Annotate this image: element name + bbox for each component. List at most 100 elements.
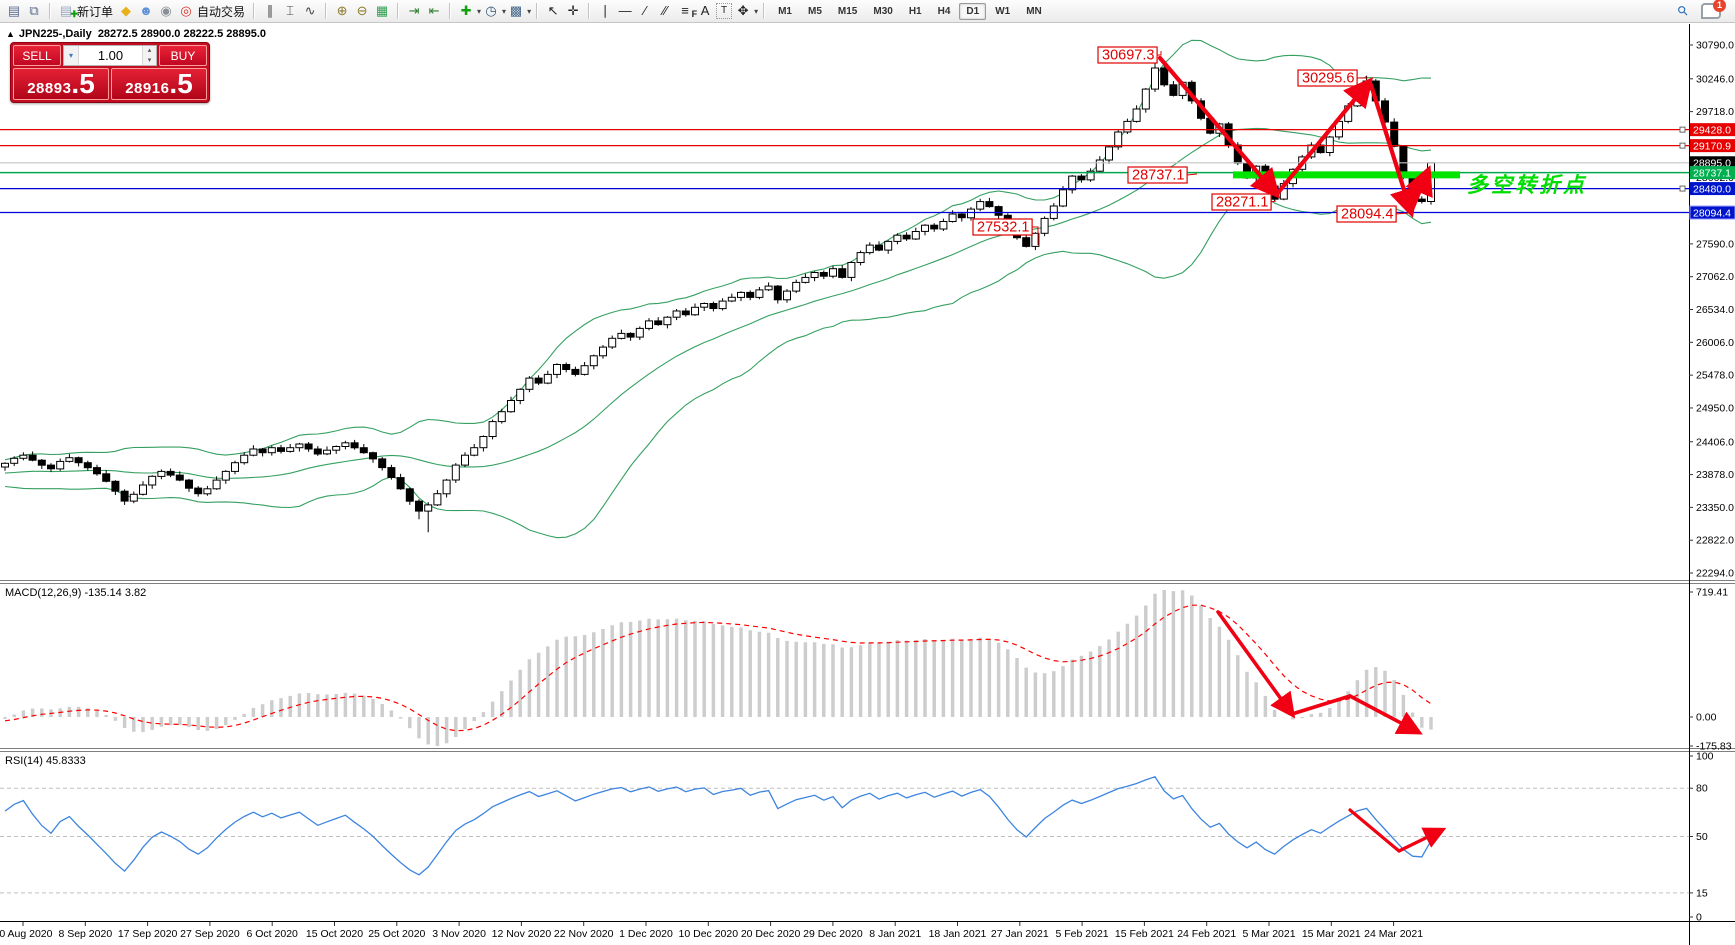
- expert-advisor-icon[interactable]: ☻: [139, 3, 153, 18]
- new-order-icon[interactable]: ▤ ✚: [57, 2, 78, 20]
- candle-bearish: [626, 332, 635, 338]
- search-icon[interactable]: ⚲: [1673, 1, 1692, 20]
- volume-input[interactable]: 1.00: [97, 48, 124, 63]
- tile-windows-icon[interactable]: ▦: [375, 3, 389, 18]
- candle-bullish: [810, 272, 819, 278]
- candle-bullish: [1095, 159, 1104, 172]
- collapse-icon[interactable]: ▲: [6, 29, 15, 39]
- candle-bullish: [911, 231, 920, 240]
- text-label-icon[interactable]: T: [716, 3, 733, 19]
- auto-trading-icon[interactable]: ◎: [180, 3, 192, 18]
- line-handle[interactable]: [1679, 126, 1686, 133]
- horizontal-line-icon[interactable]: —: [618, 3, 632, 18]
- vertical-line-icon[interactable]: ∣: [601, 3, 609, 18]
- zoom-out-icon[interactable]: ⊖: [356, 3, 368, 18]
- bar-chart-icon[interactable]: ∥: [266, 3, 274, 18]
- rsi-trend-arrow[interactable]: [1397, 827, 1447, 853]
- candle-bullish: [470, 447, 479, 456]
- auto-trading-label[interactable]: 自动交易: [197, 4, 246, 19]
- chart-shift-icon[interactable]: ⇤: [428, 3, 440, 18]
- price-trend-arrow[interactable]: [1368, 82, 1419, 219]
- arrows-icon[interactable]: ✥: [737, 3, 749, 18]
- candle-bullish: [543, 373, 552, 384]
- arrows-icon-caret[interactable]: ▾: [754, 6, 759, 16]
- text-icon[interactable]: A: [700, 3, 710, 18]
- timeframe-D1[interactable]: D1: [959, 2, 987, 20]
- line-handle[interactable]: [1679, 142, 1686, 149]
- notification-badge: 1: [1713, 0, 1726, 12]
- zoom-in-icon[interactable]: ⊕: [336, 3, 348, 18]
- trendline-icon[interactable]: ∕: [643, 3, 647, 18]
- indicators-icon-caret[interactable]: ▾: [477, 6, 482, 16]
- candle-bullish: [635, 327, 644, 338]
- price-tick-label: 25478.0: [1696, 370, 1734, 382]
- periods-icon-caret[interactable]: ▾: [502, 6, 507, 16]
- sell-button[interactable]: SELL: [13, 45, 61, 66]
- candle-bullish: [700, 303, 709, 308]
- candle-bullish: [783, 290, 791, 301]
- price-marker-29170.9: [1690, 139, 1735, 153]
- crosshair-icon[interactable]: ✛: [567, 3, 579, 18]
- price-marker-label: 28480.0: [1693, 183, 1731, 195]
- time-tick-label: 24 Feb 2021: [1177, 928, 1236, 940]
- buy-button[interactable]: BUY: [159, 45, 207, 66]
- candle-bullish: [1068, 175, 1077, 191]
- chart-list-icon[interactable]: ▤: [7, 3, 21, 18]
- annotation-callout: [1186, 173, 1198, 176]
- annotation-callout: [1157, 51, 1162, 56]
- candle-bearish: [359, 447, 368, 454]
- timeframe-M1[interactable]: M1: [778, 5, 792, 17]
- periods-icon[interactable]: ◷: [485, 3, 497, 18]
- cursor-icon[interactable]: ↖: [547, 3, 559, 18]
- indicators-icon[interactable]: ✚: [460, 3, 472, 18]
- metaeditor-icon[interactable]: ◆: [121, 3, 132, 18]
- candle-bullish: [461, 454, 469, 466]
- rsi-trend-arrow[interactable]: [1348, 808, 1401, 853]
- chat-icon[interactable]: 1: [1701, 0, 1726, 19]
- timeframe-H1[interactable]: H1: [908, 5, 922, 17]
- timeframe-W1[interactable]: W1: [995, 5, 1011, 17]
- price-axis[interactable]: 30790.030246.029718.029190.028662.028134…: [1689, 40, 1735, 580]
- fibonacci-icon[interactable]: ≡ F: [676, 2, 697, 20]
- templates-icon[interactable]: ▩: [509, 3, 523, 18]
- auto-scroll-icon[interactable]: ⇥: [408, 3, 420, 18]
- price-trend-arrow[interactable]: [1157, 55, 1281, 199]
- buy-price[interactable]: 28916.5: [111, 68, 207, 100]
- data-window-icon[interactable]: ⧉: [29, 3, 39, 18]
- macd-trend-arrow[interactable]: [1290, 694, 1352, 716]
- volume-down-icon[interactable]: ▾: [147, 56, 152, 64]
- macd-trend-arrow[interactable]: [1348, 694, 1423, 735]
- candle-bearish: [1160, 67, 1169, 86]
- candle-bearish: [534, 377, 543, 384]
- price-tick-label: 27062.0: [1696, 271, 1734, 283]
- chart-window: 多空转折点 MACD(12,26,9) -135.14 3.82 719.41 0.0…: [0, 24, 1735, 945]
- market-signal-icon[interactable]: ◉: [160, 3, 172, 18]
- templates-icon-caret[interactable]: ▾: [527, 6, 532, 16]
- rsi-label: RSI(14) 45.8333: [5, 755, 86, 767]
- toolbar-separator: [325, 3, 328, 19]
- price-trend-arrow[interactable]: [1274, 77, 1373, 197]
- channel-icon[interactable]: ∕∕: [662, 3, 668, 18]
- timeframe-M15[interactable]: M15: [837, 5, 858, 17]
- volume-up-icon[interactable]: ▴: [147, 47, 152, 54]
- price-trend-arrow[interactable]: [1405, 165, 1433, 215]
- candle-bearish: [175, 474, 184, 481]
- volume-dropdown-icon[interactable]: ▾: [64, 46, 79, 65]
- line-chart-icon[interactable]: ∿: [304, 3, 316, 18]
- timeframe-H4[interactable]: H4: [937, 5, 951, 17]
- sell-price[interactable]: 28893.5: [13, 68, 109, 100]
- timeframe-MN[interactable]: MN: [1026, 5, 1042, 17]
- candle-bullish: [497, 411, 506, 423]
- new-order-label[interactable]: 新订单: [77, 4, 114, 19]
- candle-bearish: [1399, 145, 1408, 177]
- time-tick-label: 12 Nov 2020: [492, 928, 552, 940]
- time-tick-label: 30 Aug 2020: [0, 928, 53, 940]
- chart-canvas[interactable]: 多空转折点 MACD(12,26,9) -135.14 3.82 719.41 0.0…: [0, 24, 1735, 945]
- line-handle[interactable]: [1679, 185, 1686, 192]
- timeframe-M5[interactable]: M5: [808, 5, 822, 17]
- candlestick-chart-icon[interactable]: ⌶: [286, 3, 294, 18]
- macd-trend-arrow[interactable]: [1216, 610, 1296, 719]
- time-tick-label: 18 Jan 2021: [929, 928, 987, 940]
- timeframe-M30[interactable]: M30: [873, 5, 893, 17]
